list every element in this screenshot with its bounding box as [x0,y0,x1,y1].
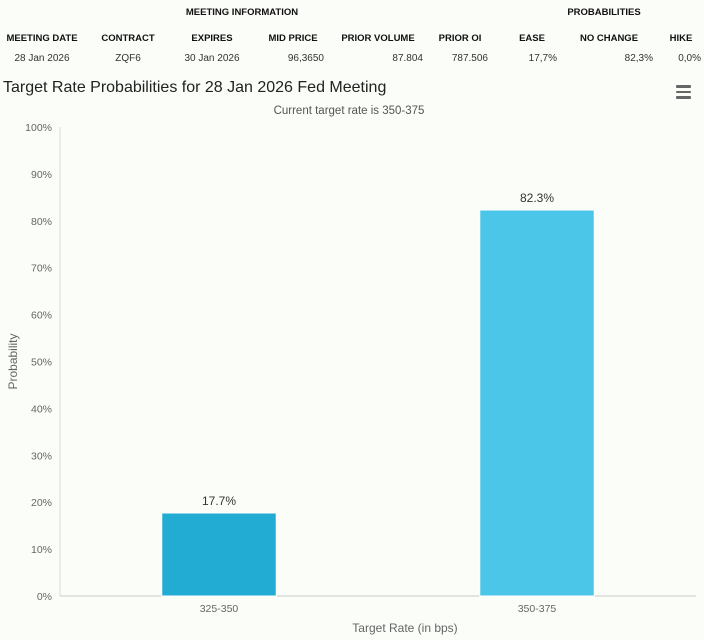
x-axis-title: Target Rate (in bps) [352,621,457,635]
y-tick-label: 0% [37,591,52,603]
prior-oi-cell: 787.506 [451,53,488,64]
y-axis-title: Probability [6,333,20,389]
hamburger-menu-icon [676,96,691,99]
bar-325-350 [161,512,277,597]
y-tick-label: 100% [25,122,52,134]
mid-price-header: MID PRICE [268,33,318,44]
chart-menu-button[interactable] [673,83,695,101]
y-tick-label: 50% [31,357,52,369]
hike-cell: 0,0% [678,53,701,64]
hike-header: HIKE [669,33,693,44]
ease-header: EASE [519,33,545,44]
meeting-date-header: MEETING DATE [6,33,78,44]
contract-header: CONTRACT [101,33,155,44]
contract-cell: ZQF6 [115,53,141,64]
y-tick-label: 70% [31,263,52,275]
meeting-date-cell: 28 Jan 2026 [14,53,70,64]
x-tick-label: 350-375 [518,603,557,615]
x-tick-label: 325-350 [200,603,239,615]
no-change-cell: 82,3% [624,53,653,64]
prior-volume-header: PRIOR VOLUME [341,33,415,44]
y-tick-label: 80% [31,216,52,228]
expires-header: EXPIRES [191,33,233,44]
y-tick-label: 90% [31,169,52,181]
hamburger-menu-icon [676,90,691,93]
chart-title: Target Rate Probabilities for 28 Jan 202… [3,79,387,96]
prior-oi-header: PRIOR OI [438,33,482,44]
meeting-information-group-header: MEETING INFORMATION [185,7,299,18]
y-tick-label: 10% [31,544,52,556]
expires-cell: 30 Jan 2026 [184,53,240,64]
bar-350-375 [479,209,595,597]
y-tick-label: 20% [31,497,52,509]
hamburger-menu-icon [676,85,691,88]
data-label: 82.3% [520,191,554,205]
data-label: 17.7% [202,494,236,508]
prior-volume-cell: 87.804 [392,53,423,64]
ease-cell: 17,7% [528,53,557,64]
y-tick-label: 30% [31,450,52,462]
y-tick-label: 60% [31,310,52,322]
y-tick-label: 40% [31,403,52,415]
probabilities-group-header: PROBABILITIES [567,7,641,18]
chart-subtitle: Current target rate is 350-375 [273,105,425,117]
mid-price-cell: 96,3650 [287,53,324,64]
no-change-header: NO CHANGE [579,33,639,44]
